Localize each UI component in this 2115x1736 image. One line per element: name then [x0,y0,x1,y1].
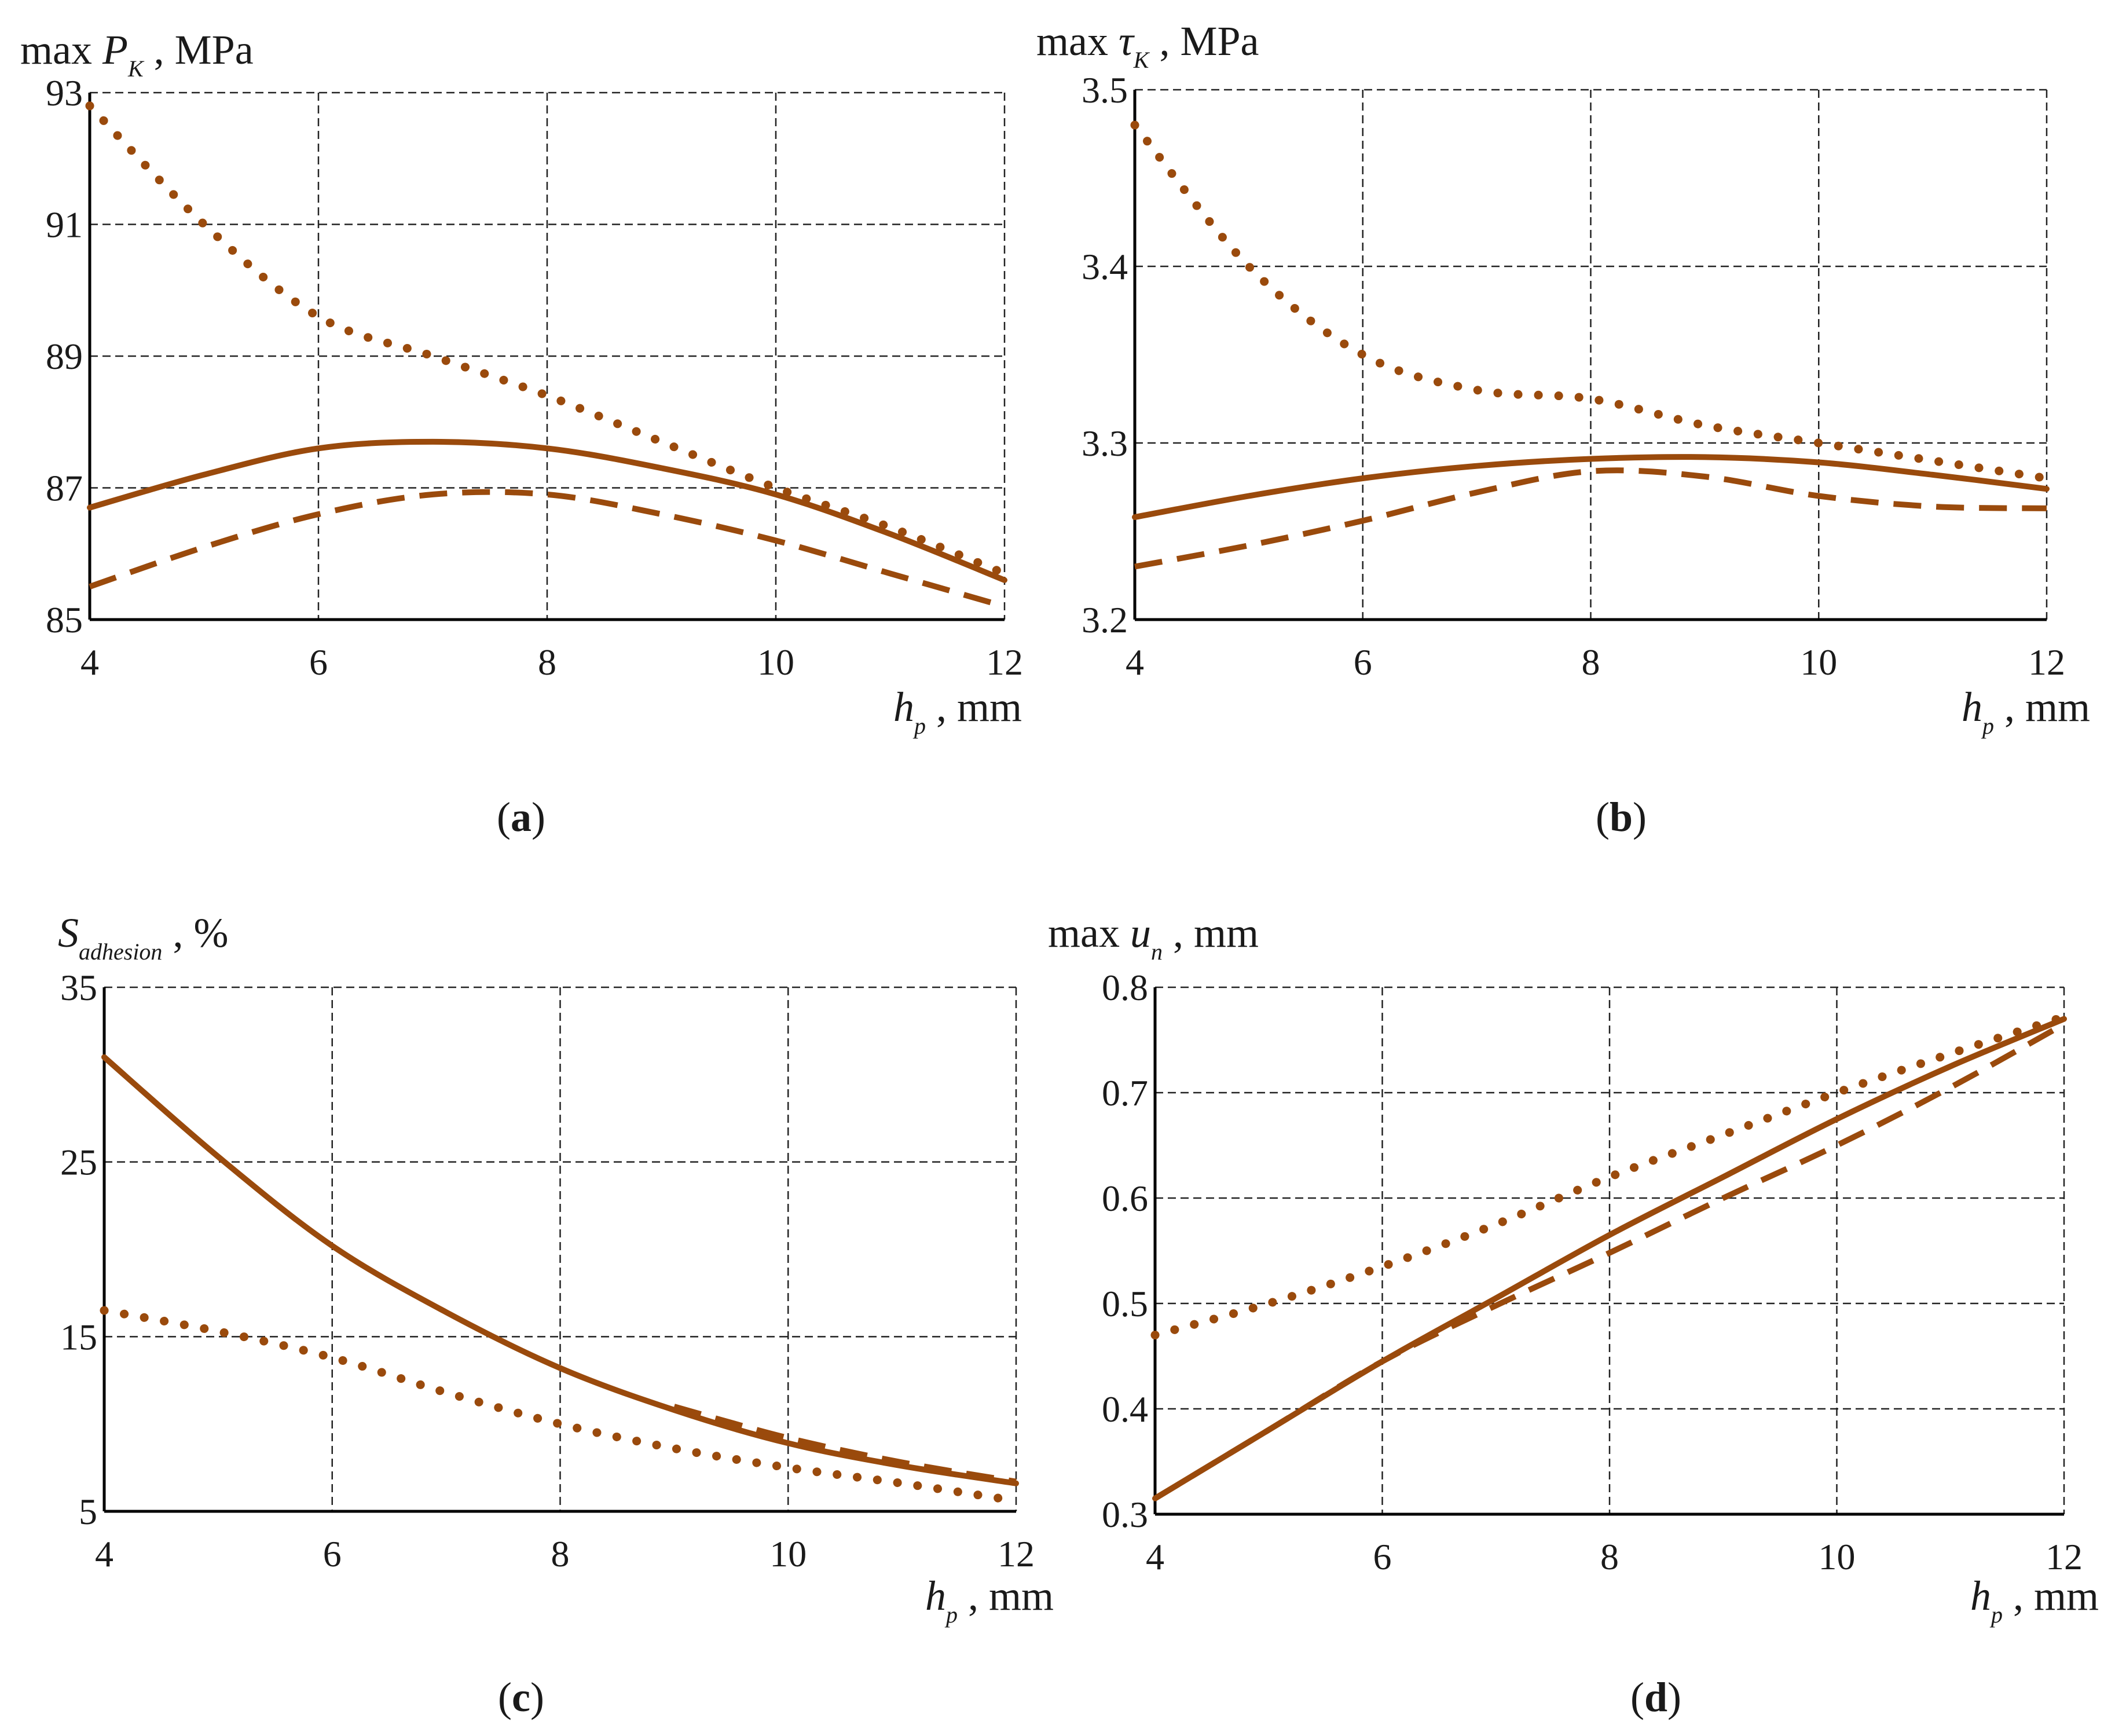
y-tick-label: 93 [46,72,83,113]
y-tick-label: 3.4 [1082,246,1128,287]
x-tick-label: 12 [998,1533,1035,1574]
y-axis-label: max τK , MPa [1036,18,1259,73]
y-tick-label: 3.5 [1082,69,1128,111]
series-solid-line [1132,454,2050,521]
x-tick-label: 10 [757,642,794,683]
y-tick-label: 0.3 [1102,1494,1148,1535]
series-solid-line [1152,1016,2067,1501]
y-tick-label: 0.6 [1102,1178,1148,1219]
y-axis-label: Sadhesion , % [58,910,228,965]
series-dotted-line [85,101,1009,578]
x-tick-label: 10 [1800,642,1837,683]
y-axis-label: max un , mm [1048,910,1259,965]
y-tick-label: 5 [79,1491,97,1532]
y-tick-label: 91 [46,204,83,246]
y-tick-label: 85 [46,599,83,640]
x-tick-label: 8 [1600,1536,1619,1577]
x-tick-label: 8 [1582,642,1600,683]
x-axis-label: hp , mm [1962,684,2090,739]
x-tick-label: 4 [80,642,99,683]
panel-caption: (b) [1596,794,1647,840]
y-tick-label: 89 [46,336,83,377]
x-tick-label: 8 [538,642,556,683]
x-tick-label: 6 [1354,642,1372,683]
x-tick-label: 4 [1126,642,1144,683]
y-tick-label: 0.4 [1102,1389,1148,1430]
y-tick-label: 3.2 [1082,599,1128,640]
y-tick-label: 87 [46,468,83,509]
x-axis-label: hp , mm [925,1573,1054,1628]
x-axis-label: hp , mm [893,684,1022,739]
x-axis-label: hp , mm [1970,1573,2099,1628]
y-tick-label: 35 [60,967,97,1008]
y-tick-label: 0.8 [1102,967,1148,1008]
x-tick-label: 8 [551,1533,570,1574]
series-dotted-line [100,1306,1021,1506]
series-dashed-line [89,489,1006,610]
x-tick-label: 6 [309,642,328,683]
panel-caption: (c) [498,1674,544,1720]
y-tick-label: 25 [60,1142,97,1183]
y-tick-label: 0.7 [1102,1072,1148,1114]
x-tick-label: 4 [1146,1536,1164,1577]
x-tick-label: 12 [2028,642,2065,683]
series-dashed-line [1153,1021,2066,1501]
y-tick-label: 3.3 [1082,423,1128,464]
x-tick-label: 6 [1373,1536,1392,1577]
panel-caption: (d) [1630,1674,1681,1720]
series-solid-line [87,438,1007,583]
series-dashed-line [673,1404,1017,1485]
panel-caption: (a) [497,794,545,840]
y-axis-label: max PK , MPa [20,27,254,82]
series-solid-line [101,1054,1019,1486]
x-tick-label: 4 [95,1533,113,1574]
x-tick-label: 6 [323,1533,342,1574]
x-tick-label: 12 [986,642,1023,683]
y-tick-label: 0.5 [1102,1283,1148,1324]
series-dashed-line [1134,467,2047,570]
x-tick-label: 10 [1819,1536,1856,1577]
series-dotted-line [1130,120,2051,483]
x-tick-label: 10 [769,1533,807,1574]
y-tick-label: 15 [60,1316,97,1357]
x-tick-label: 12 [2046,1536,2083,1577]
